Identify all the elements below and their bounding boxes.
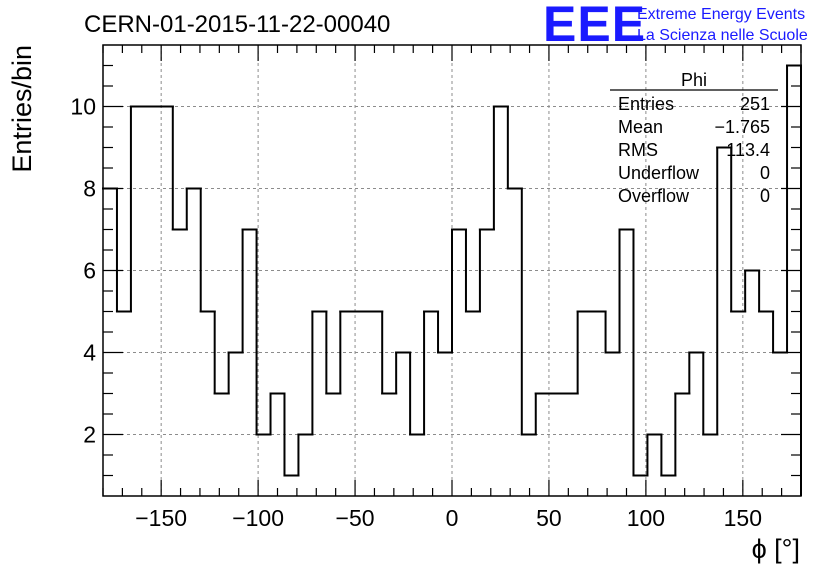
eee-logo-letters: EEE bbox=[543, 0, 646, 52]
y-axis-title: Entries/bin bbox=[7, 45, 37, 173]
stats-row-label: Overflow bbox=[618, 186, 690, 206]
x-tick-label: 150 bbox=[724, 505, 762, 531]
x-axis-title: ϕ [°] bbox=[752, 534, 800, 564]
stats-row-label: RMS bbox=[618, 140, 658, 160]
stats-row-value: 113.4 bbox=[726, 140, 770, 160]
stats-row-value: 0 bbox=[760, 186, 770, 206]
y-tick-label: 2 bbox=[83, 422, 96, 448]
stats-box-name: Phi bbox=[681, 70, 707, 90]
axis-tick-labels: −150 −100 −50 0 50 100 150 2 4 6 8 10 bbox=[70, 94, 762, 532]
x-tick-label: −100 bbox=[232, 505, 284, 531]
stats-row-label: Underflow bbox=[618, 163, 700, 183]
x-tick-label: 0 bbox=[446, 505, 459, 531]
stats-row-label: Mean bbox=[618, 117, 663, 137]
y-tick-label: 8 bbox=[83, 176, 96, 202]
plot-frame bbox=[102, 44, 802, 497]
stats-row-label: Entries bbox=[618, 94, 674, 114]
stats-row-value: −1.765 bbox=[714, 117, 770, 137]
y-tick-label: 6 bbox=[83, 258, 96, 284]
run-title: CERN-01-2015-11-22-00040 bbox=[84, 11, 390, 38]
x-tick-label: 50 bbox=[536, 505, 562, 531]
x-tick-label: −50 bbox=[336, 505, 375, 531]
axis-ticks bbox=[102, 45, 802, 496]
stats-row-value: 0 bbox=[760, 163, 770, 183]
logo-text-line1: Extreme Energy Events bbox=[637, 6, 805, 23]
stats-row-value: 251 bbox=[740, 94, 770, 114]
logo-text-line2: La Scienza nelle Scuole bbox=[637, 27, 808, 44]
x-tick-label: −150 bbox=[135, 505, 187, 531]
stats-box: Phi Entries 251 Mean −1.765 RMS 113.4 Underflo… bbox=[610, 70, 778, 206]
x-tick-label: 100 bbox=[627, 505, 665, 531]
y-tick-label: 10 bbox=[70, 94, 96, 120]
y-tick-label: 4 bbox=[83, 340, 96, 366]
